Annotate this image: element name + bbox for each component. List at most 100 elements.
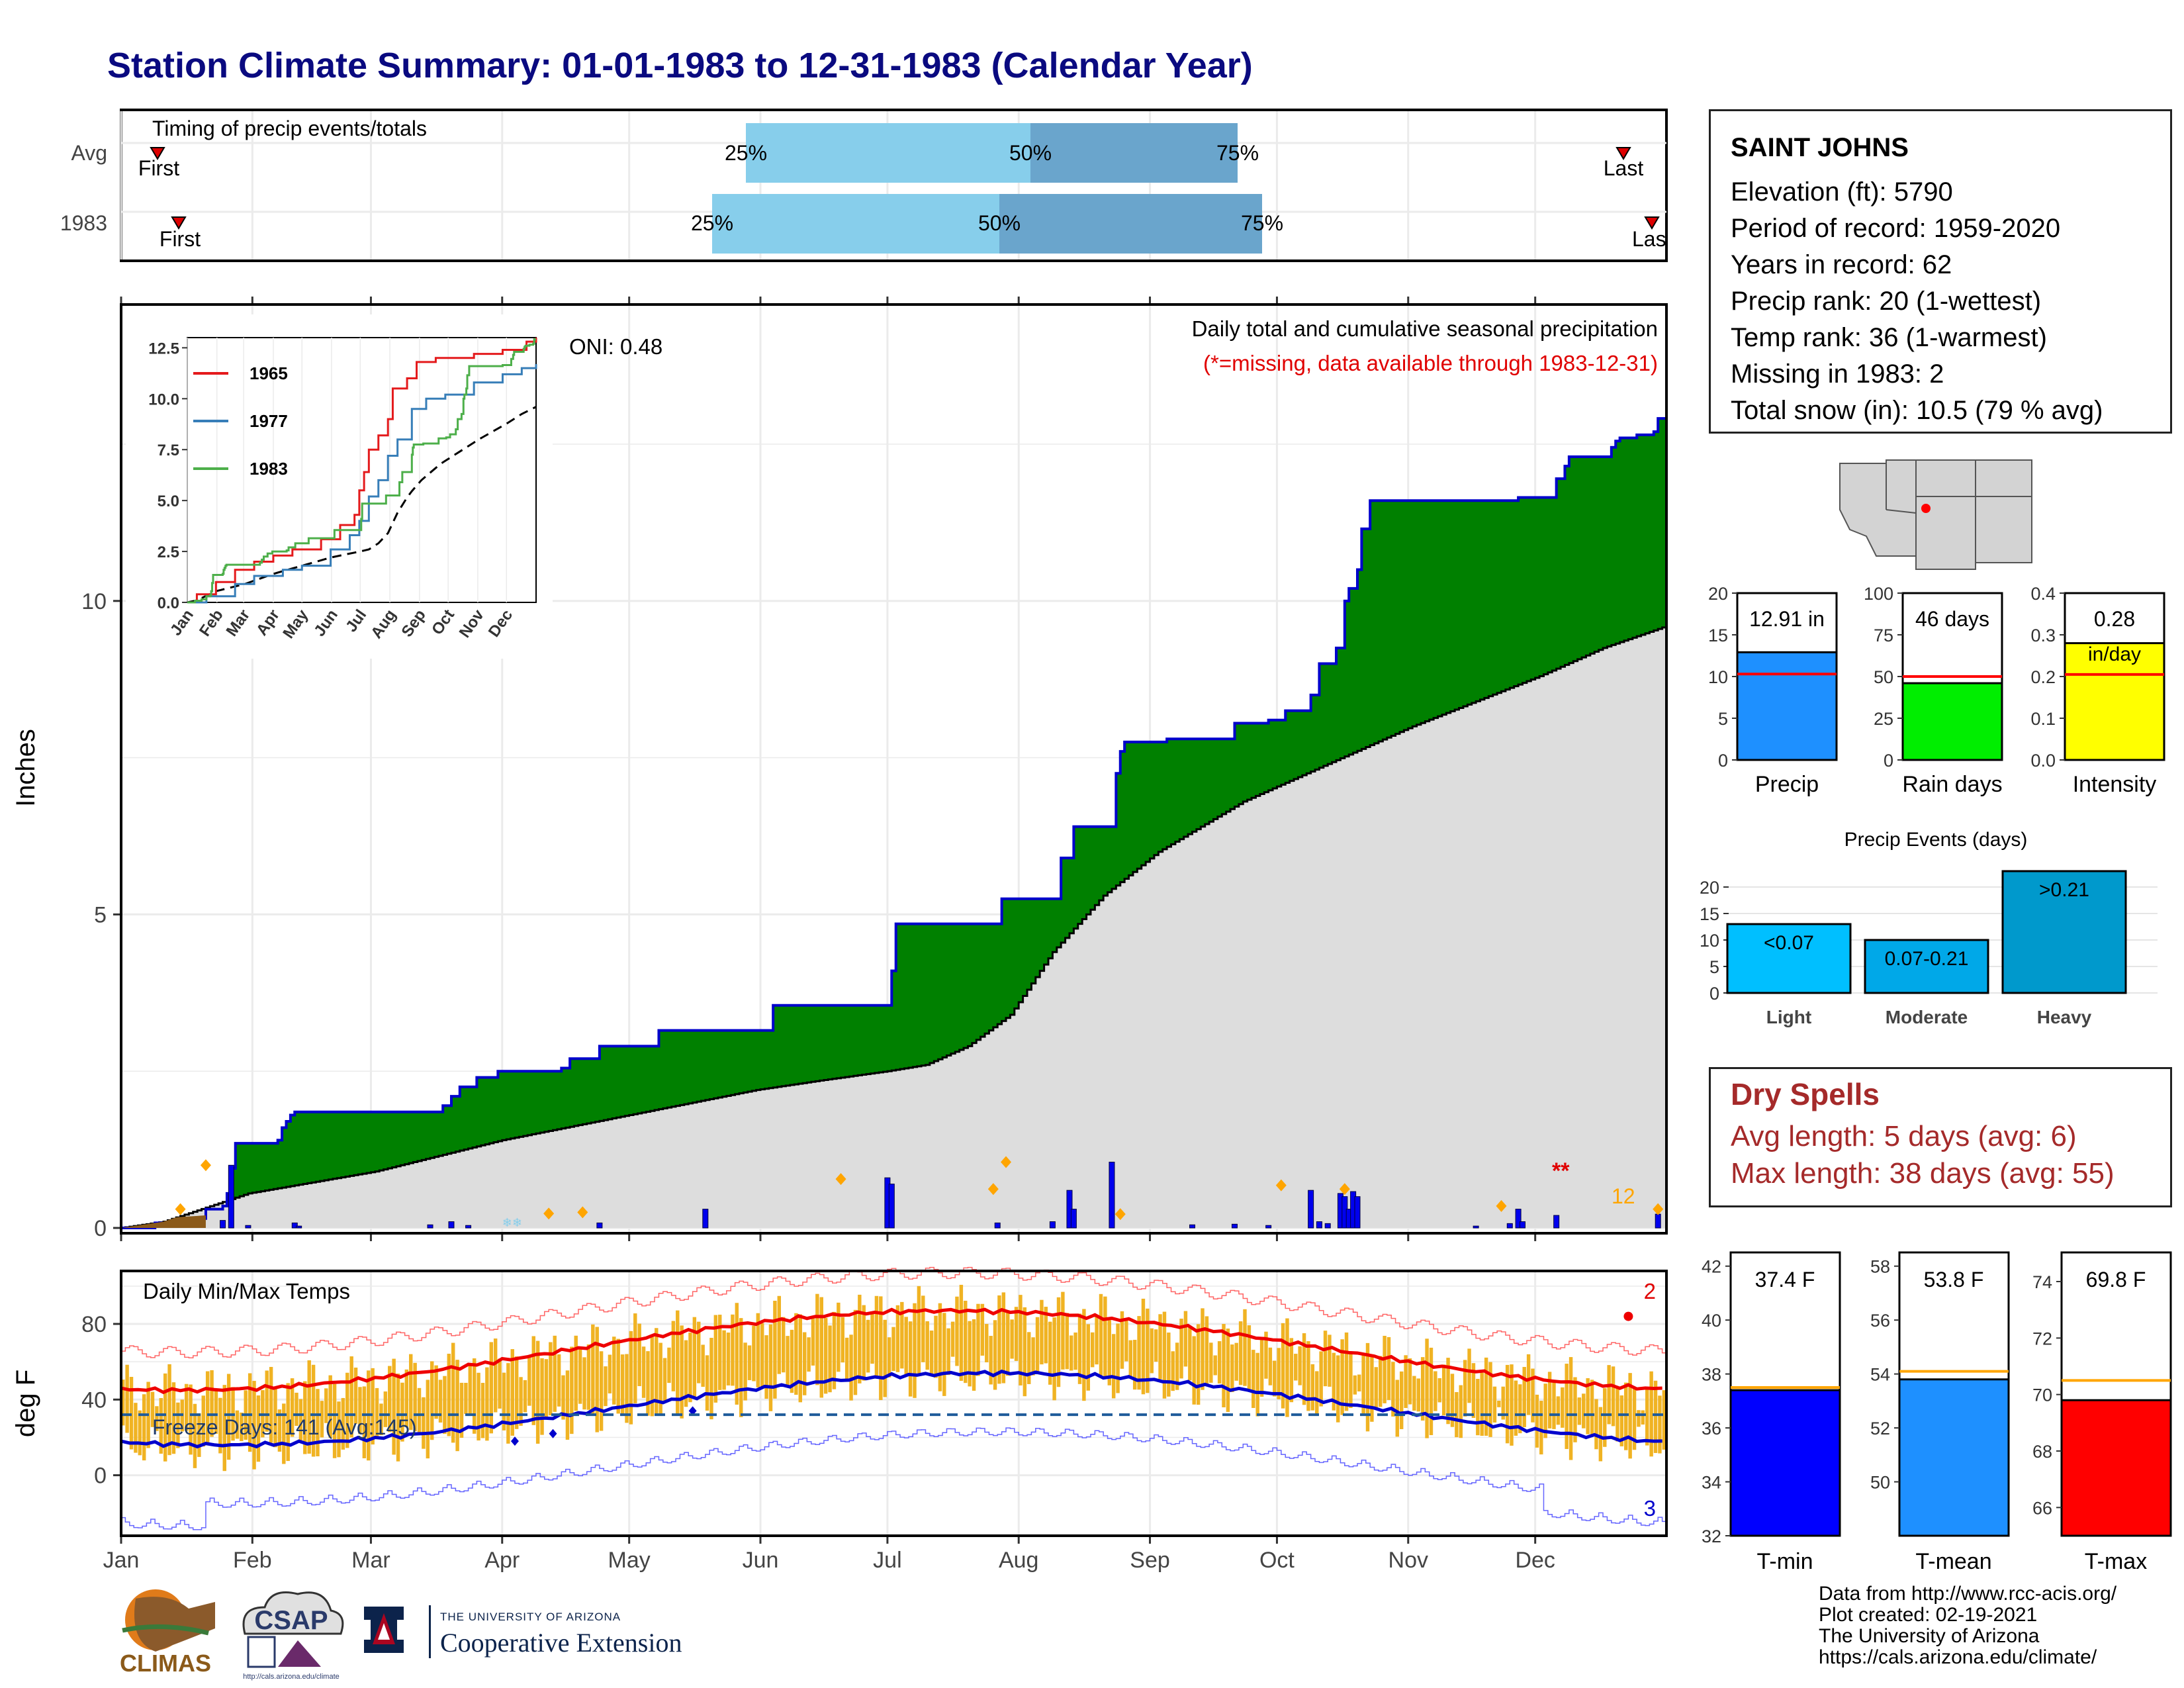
avg-last-marker bbox=[1615, 147, 1631, 160]
temp-bar bbox=[1361, 1353, 1365, 1414]
station-location-dot bbox=[1921, 504, 1931, 513]
temp-bar bbox=[514, 1356, 519, 1429]
temp-bar bbox=[798, 1314, 802, 1403]
temp-bar bbox=[121, 1380, 125, 1426]
precip-y-tick-label: 10 bbox=[81, 589, 107, 614]
legend-1977: 1977 bbox=[250, 411, 288, 431]
temp-bar bbox=[574, 1335, 578, 1411]
temp-bar bbox=[1412, 1376, 1416, 1411]
temp-bar bbox=[1150, 1328, 1154, 1374]
daily-precip-bar bbox=[596, 1222, 603, 1229]
summary-bar-label: Rain days bbox=[1902, 772, 2002, 797]
temp-bar bbox=[1526, 1354, 1531, 1415]
temp-bar bbox=[540, 1358, 544, 1435]
temp-bar bbox=[1124, 1321, 1128, 1362]
summary-tick-label: 0 bbox=[1884, 751, 1893, 771]
temp-bar bbox=[853, 1309, 858, 1395]
temp-bar bbox=[1019, 1295, 1023, 1385]
temp-bar bbox=[862, 1305, 866, 1381]
temp-bar bbox=[582, 1357, 586, 1410]
freeze-days: Freeze Days: 141 (Avg:145) bbox=[152, 1415, 417, 1439]
temp-bar bbox=[676, 1310, 680, 1415]
credit-created: Plot created: 02-19-2021 bbox=[1819, 1604, 2038, 1626]
temp-bar bbox=[858, 1294, 862, 1383]
legend-1983: 1983 bbox=[250, 459, 288, 479]
yr-q50-q75-bar bbox=[999, 194, 1262, 254]
event-category-label: Heavy bbox=[2037, 1007, 2092, 1027]
heavy-event-markers: ❄❄ bbox=[175, 1156, 1664, 1229]
temp-bar bbox=[841, 1317, 844, 1363]
daily-precip-bar bbox=[1109, 1162, 1115, 1229]
credits: Data from http://www.rcc-acis.org/ Plot … bbox=[1819, 1583, 2116, 1668]
timing-title: Timing of precip events/totals bbox=[152, 117, 427, 140]
event-bar bbox=[1864, 939, 1989, 994]
temp-bar bbox=[709, 1338, 713, 1420]
snow-count: 12 bbox=[1612, 1184, 1635, 1208]
temp-bar bbox=[722, 1330, 726, 1390]
temp-bar bbox=[371, 1368, 375, 1445]
temp-y-tick-label: 0 bbox=[94, 1464, 107, 1489]
temp-bar bbox=[1467, 1348, 1471, 1403]
temp-bar bbox=[633, 1313, 637, 1403]
temp-bar bbox=[976, 1303, 980, 1376]
summary-tick-label: 20 bbox=[1708, 584, 1728, 604]
temp-bar bbox=[544, 1359, 549, 1419]
climas-logo: CLIMAS bbox=[120, 1589, 215, 1677]
temp-summary-tick-label: 40 bbox=[1702, 1311, 1721, 1331]
temp-bar bbox=[1294, 1354, 1298, 1381]
temp-bar bbox=[815, 1293, 819, 1385]
csap-logo: CSAP http://cals.arizona.edu/climate bbox=[242, 1591, 344, 1681]
temp-bar bbox=[1645, 1387, 1649, 1446]
summary-bar bbox=[1901, 682, 2003, 761]
temp-bar bbox=[1141, 1298, 1146, 1395]
temp-bar bbox=[802, 1332, 807, 1395]
temp-summary-bar bbox=[2060, 1399, 2172, 1537]
temp-bar bbox=[273, 1389, 277, 1448]
missing-marker: ** bbox=[1552, 1158, 1570, 1184]
temp-summary-tick-label: 72 bbox=[2032, 1329, 2052, 1348]
temp-bar bbox=[1132, 1340, 1137, 1390]
temp-bar bbox=[1437, 1378, 1441, 1403]
yr-first-label: First bbox=[159, 227, 201, 251]
temp-bar bbox=[1408, 1358, 1412, 1405]
temp-bar bbox=[1273, 1360, 1277, 1397]
temp-summary-tick-label: 68 bbox=[2032, 1442, 2052, 1462]
temp-summary-tick-label: 74 bbox=[2032, 1272, 2052, 1292]
temp-bar bbox=[1577, 1397, 1582, 1425]
temp-bar bbox=[1230, 1344, 1234, 1393]
inset-y-tick-label: 7.5 bbox=[158, 442, 179, 459]
snow-marker: ❄❄ bbox=[502, 1216, 522, 1229]
daily-precip-bar bbox=[1324, 1223, 1331, 1229]
summary-value-label: 12.91 in bbox=[1749, 607, 1825, 631]
month-label: Jan bbox=[103, 1548, 140, 1573]
temp-bar bbox=[459, 1382, 464, 1438]
temp-bar bbox=[1014, 1307, 1019, 1361]
daily-precip-bar bbox=[427, 1224, 433, 1229]
temp-bar bbox=[1641, 1410, 1645, 1425]
temp-bar bbox=[1531, 1368, 1535, 1423]
temp-summary-tick-label: 52 bbox=[1870, 1419, 1890, 1438]
temp-bar bbox=[637, 1323, 641, 1386]
temp-bar bbox=[1213, 1355, 1217, 1376]
temp-bar bbox=[201, 1395, 205, 1447]
temp-bar bbox=[1615, 1386, 1619, 1442]
temp-bar bbox=[950, 1321, 955, 1357]
temp-bar bbox=[925, 1321, 929, 1370]
temp-bar bbox=[650, 1335, 655, 1417]
temp-bar bbox=[684, 1340, 688, 1407]
temp-summary-tick-label: 42 bbox=[1702, 1257, 1721, 1277]
temp-bar bbox=[1217, 1341, 1222, 1383]
temp-summary-bar bbox=[1729, 1389, 1841, 1537]
temp-bar bbox=[641, 1346, 646, 1398]
temp-bar bbox=[1285, 1318, 1289, 1417]
temp-bar bbox=[1205, 1316, 1209, 1385]
events-tick-label: 15 bbox=[1700, 904, 1719, 924]
heavy-event-marker bbox=[543, 1207, 555, 1220]
temp-bar bbox=[1349, 1351, 1353, 1409]
yr-q50-label: 50% bbox=[978, 211, 1021, 235]
temp-bar bbox=[1492, 1386, 1497, 1423]
temp-bar bbox=[142, 1394, 146, 1461]
temp-bar bbox=[586, 1344, 591, 1410]
temp-bar bbox=[1594, 1399, 1598, 1450]
temp-bar bbox=[159, 1398, 163, 1454]
